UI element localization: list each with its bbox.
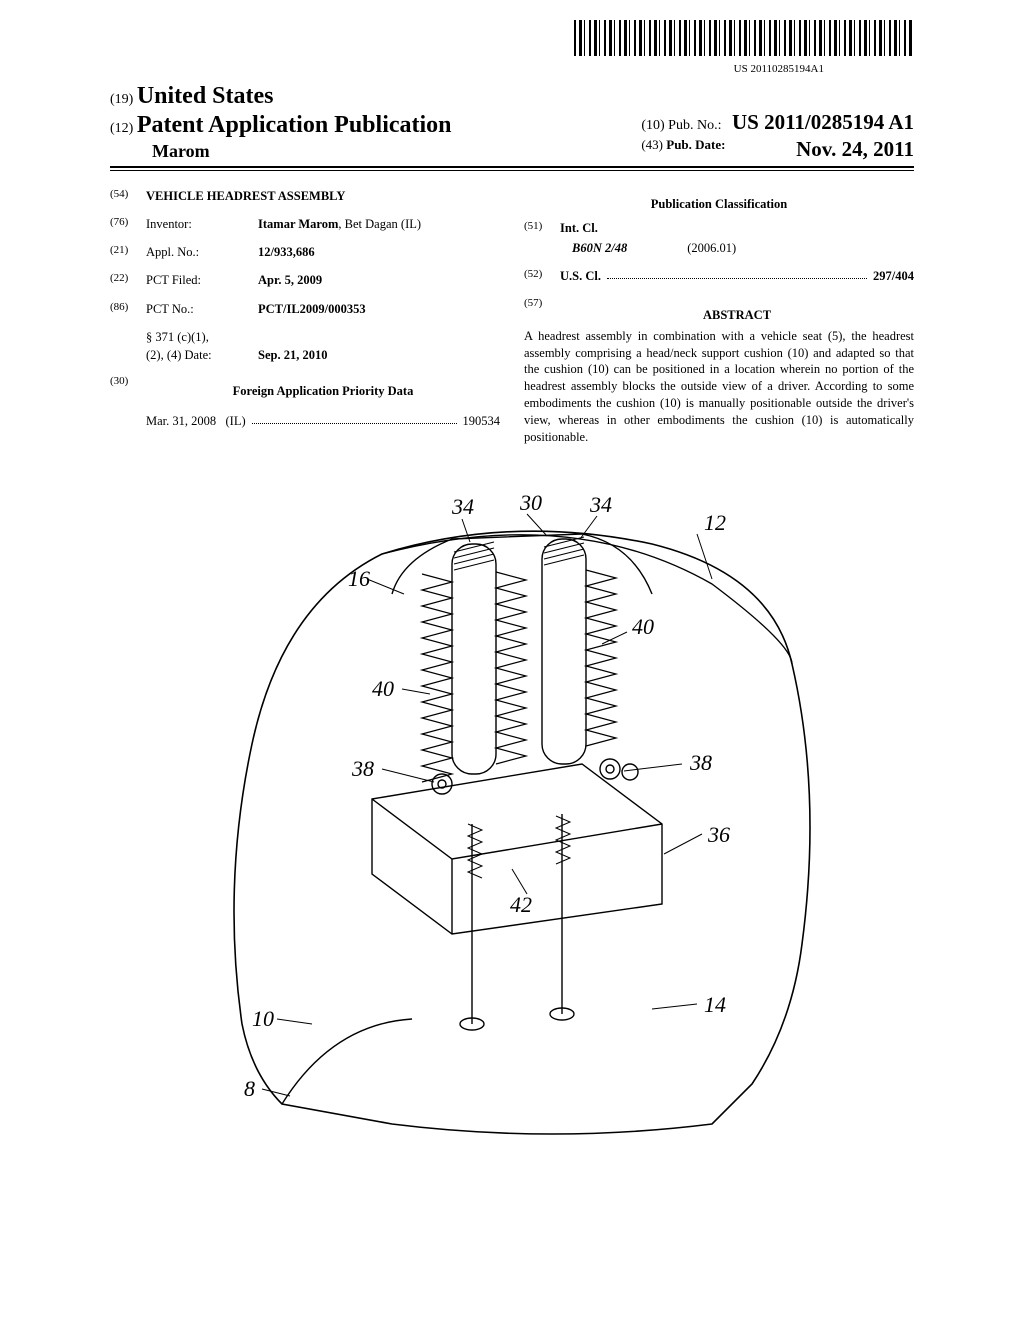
pubno-label: Pub. No.:	[668, 118, 721, 133]
left-column: (54) VEHICLE HEADREST ASSEMBLY (76) Inve…	[110, 187, 500, 446]
right-column: Publication Classification (51) Int. Cl.…	[524, 187, 914, 446]
fig-label-42: 42	[510, 892, 532, 917]
fig-label-10: 10	[252, 1006, 274, 1031]
s371-value: Sep. 21, 2010	[258, 346, 327, 364]
applno-value: 12/933,686	[258, 243, 315, 261]
header-rule	[110, 170, 914, 171]
priority-country: (IL)	[226, 412, 246, 430]
applno-label: Appl. No.:	[146, 243, 258, 261]
uscl-dots	[607, 267, 867, 279]
header-block: (19) United States (12) Patent Applicati…	[110, 83, 914, 168]
fig-label-34a: 34	[451, 494, 474, 519]
intcl-class: B60N 2/48	[560, 239, 627, 257]
pctno-value: PCT/IL2009/000353	[258, 300, 366, 318]
pubno: US 2011/0285194 A1	[732, 110, 914, 134]
pctfiled-label: PCT Filed:	[146, 271, 258, 289]
intcl-year: (2006.01)	[627, 239, 736, 257]
pctno-label: PCT No.:	[146, 300, 258, 318]
fig-label-30: 30	[519, 490, 542, 515]
pubdate-label: Pub. Date:	[666, 137, 725, 152]
fig-label-40a: 40	[372, 676, 394, 701]
fig-label-12: 12	[704, 510, 726, 535]
priority-dots	[252, 412, 457, 424]
inventor-code: (76)	[110, 215, 146, 233]
invention-title: VEHICLE HEADREST ASSEMBLY	[146, 187, 345, 205]
header-inventor: Marom	[110, 141, 452, 162]
fig-label-14: 14	[704, 992, 726, 1017]
uscl-value: 297/404	[873, 267, 914, 285]
abstract-heading: ABSTRACT	[560, 306, 914, 324]
applno-code: (21)	[110, 243, 146, 261]
fig-label-16: 16	[348, 566, 370, 591]
pctfiled-code: (22)	[110, 271, 146, 289]
pubno-code: (10)	[641, 118, 664, 133]
uscl-label: U.S. Cl.	[560, 267, 601, 285]
pub-code: (12)	[110, 121, 133, 136]
barcode-graphic	[574, 20, 914, 56]
barcode-text: US 20110285194A1	[110, 63, 914, 75]
fig-label-38a: 38	[351, 756, 374, 781]
figure-area: 34 30 34 12 16 40 40 38 38 36 42 10 14 8	[110, 464, 914, 1149]
pub-type: Patent Application Publication	[137, 112, 452, 138]
abstract-text: A headrest assembly in combination with …	[524, 328, 914, 446]
patent-figure: 34 30 34 12 16 40 40 38 38 36 42 10 14 8	[152, 464, 872, 1144]
inventor-loc: , Bet Dagan (IL)	[338, 217, 421, 231]
pctfiled-value: Apr. 5, 2009	[258, 271, 322, 289]
priority-num: 190534	[463, 412, 501, 430]
s371-label1: § 371 (c)(1),	[146, 328, 258, 346]
fig-label-36: 36	[707, 822, 730, 847]
inventor-name: Itamar Marom	[258, 217, 338, 231]
biblio-columns: (54) VEHICLE HEADREST ASSEMBLY (76) Inve…	[110, 187, 914, 446]
pctno-code: (86)	[110, 300, 146, 318]
country-name: United States	[137, 83, 274, 109]
barcode-region: US 20110285194A1	[110, 20, 914, 75]
intcl-label: Int. Cl.	[560, 219, 598, 237]
fig-label-40b: 40	[632, 614, 654, 639]
country-code: (19)	[110, 92, 133, 107]
intcl-code: (51)	[524, 219, 560, 237]
classif-heading: Publication Classification	[524, 195, 914, 213]
pubdate-code: (43)	[641, 137, 663, 152]
fig-label-38b: 38	[689, 750, 712, 775]
pubdate: Nov. 24, 2011	[796, 137, 914, 162]
fig-label-34b: 34	[589, 492, 612, 517]
priority-code: (30)	[110, 374, 146, 406]
fig-label-8: 8	[244, 1076, 255, 1101]
s371-label2: (2), (4) Date:	[146, 346, 258, 364]
title-code: (54)	[110, 187, 146, 205]
abstract-code: (57)	[524, 296, 560, 328]
priority-heading: Foreign Application Priority Data	[146, 382, 500, 400]
inventor-label: Inventor:	[146, 215, 258, 233]
uscl-code: (52)	[524, 267, 560, 285]
priority-date: Mar. 31, 2008	[146, 412, 216, 430]
